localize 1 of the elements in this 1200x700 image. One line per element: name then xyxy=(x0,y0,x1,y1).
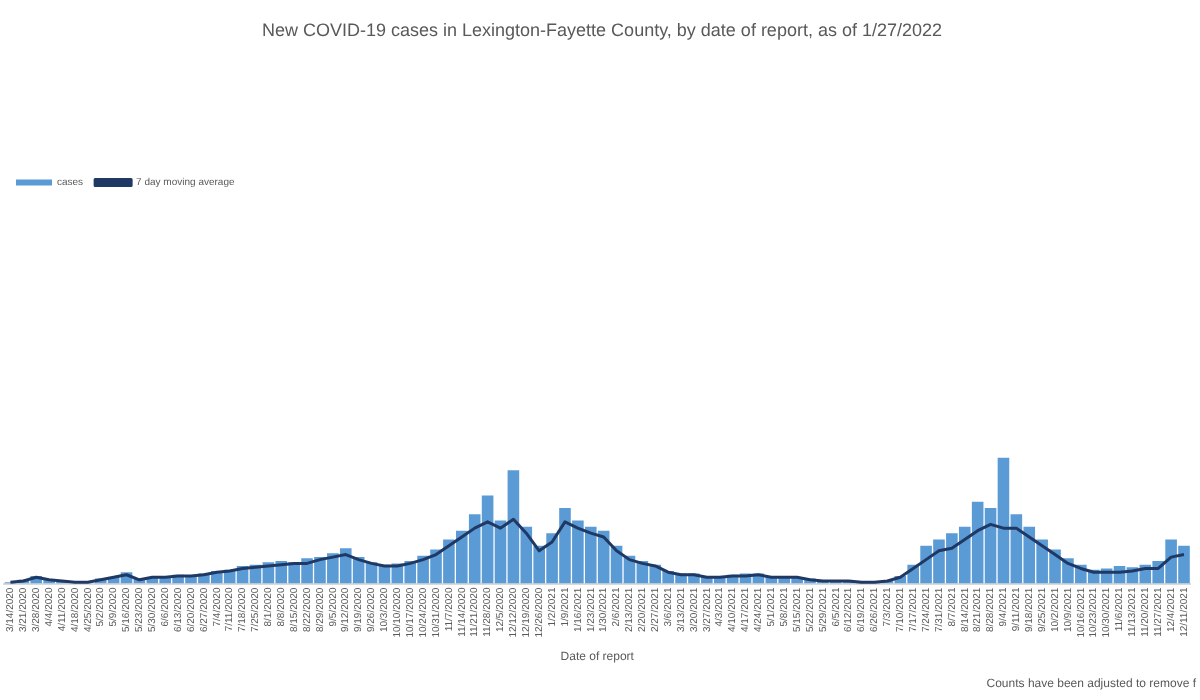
chart-title: New COVID-19 cases in Lexington-Fayette County, by date of report, as of 1/27/2022 xyxy=(261,19,943,40)
